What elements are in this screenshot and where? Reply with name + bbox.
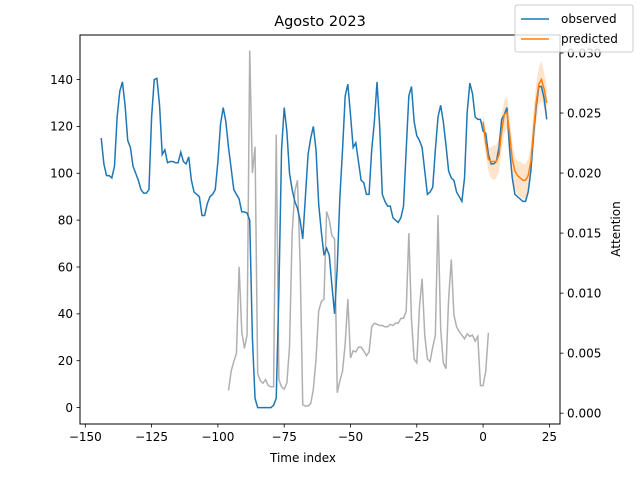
y2-tick-label: 0.020 [567, 166, 601, 180]
y-tick-label: 100 [50, 167, 73, 181]
y-tick-label: 120 [50, 120, 73, 134]
legend: observed predicted [514, 4, 634, 53]
y2-tick-label: 0.005 [567, 346, 601, 360]
x-axis: −150 −125 −100 −75 −50 −25 0 25 [69, 424, 557, 444]
y-axis-left: 0 20 40 60 80 100 120 140 [50, 73, 80, 415]
y2-tick-label: 0.025 [567, 106, 601, 120]
x-tick-label: −125 [135, 430, 168, 444]
series-layer [100, 50, 548, 409]
y2-axis-label: Attention [609, 201, 623, 256]
y-tick-label: 40 [58, 307, 73, 321]
x-tick-label: 25 [542, 430, 557, 444]
y2-tick-label: 0.000 [567, 406, 601, 420]
y-tick-label: 80 [58, 213, 73, 227]
y-tick-label: 60 [58, 260, 73, 274]
x-tick-label: −100 [201, 430, 234, 444]
y-tick-label: 0 [65, 401, 73, 415]
chart-title: Agosto 2023 [274, 14, 366, 30]
x-tick-label: −150 [69, 430, 102, 444]
y2-tick-label: 0.015 [567, 226, 601, 240]
legend-box [514, 4, 634, 53]
x-tick-label: −25 [404, 430, 429, 444]
x-tick-label: 0 [479, 430, 487, 444]
x-tick-label: −75 [272, 430, 297, 444]
y2-tick-label: 0.010 [567, 286, 601, 300]
plot-frame [79, 34, 561, 425]
x-axis-label: Time index [269, 451, 336, 465]
legend-label-predicted: predicted [561, 32, 618, 46]
series-attention-line [227, 50, 490, 407]
x-tick-label: −50 [338, 430, 363, 444]
series-predicted-line [482, 77, 548, 182]
y-tick-label: 20 [58, 354, 73, 368]
legend-label-observed: observed [561, 12, 617, 26]
series-observed-line [100, 77, 548, 409]
y-tick-label: 140 [50, 73, 73, 87]
